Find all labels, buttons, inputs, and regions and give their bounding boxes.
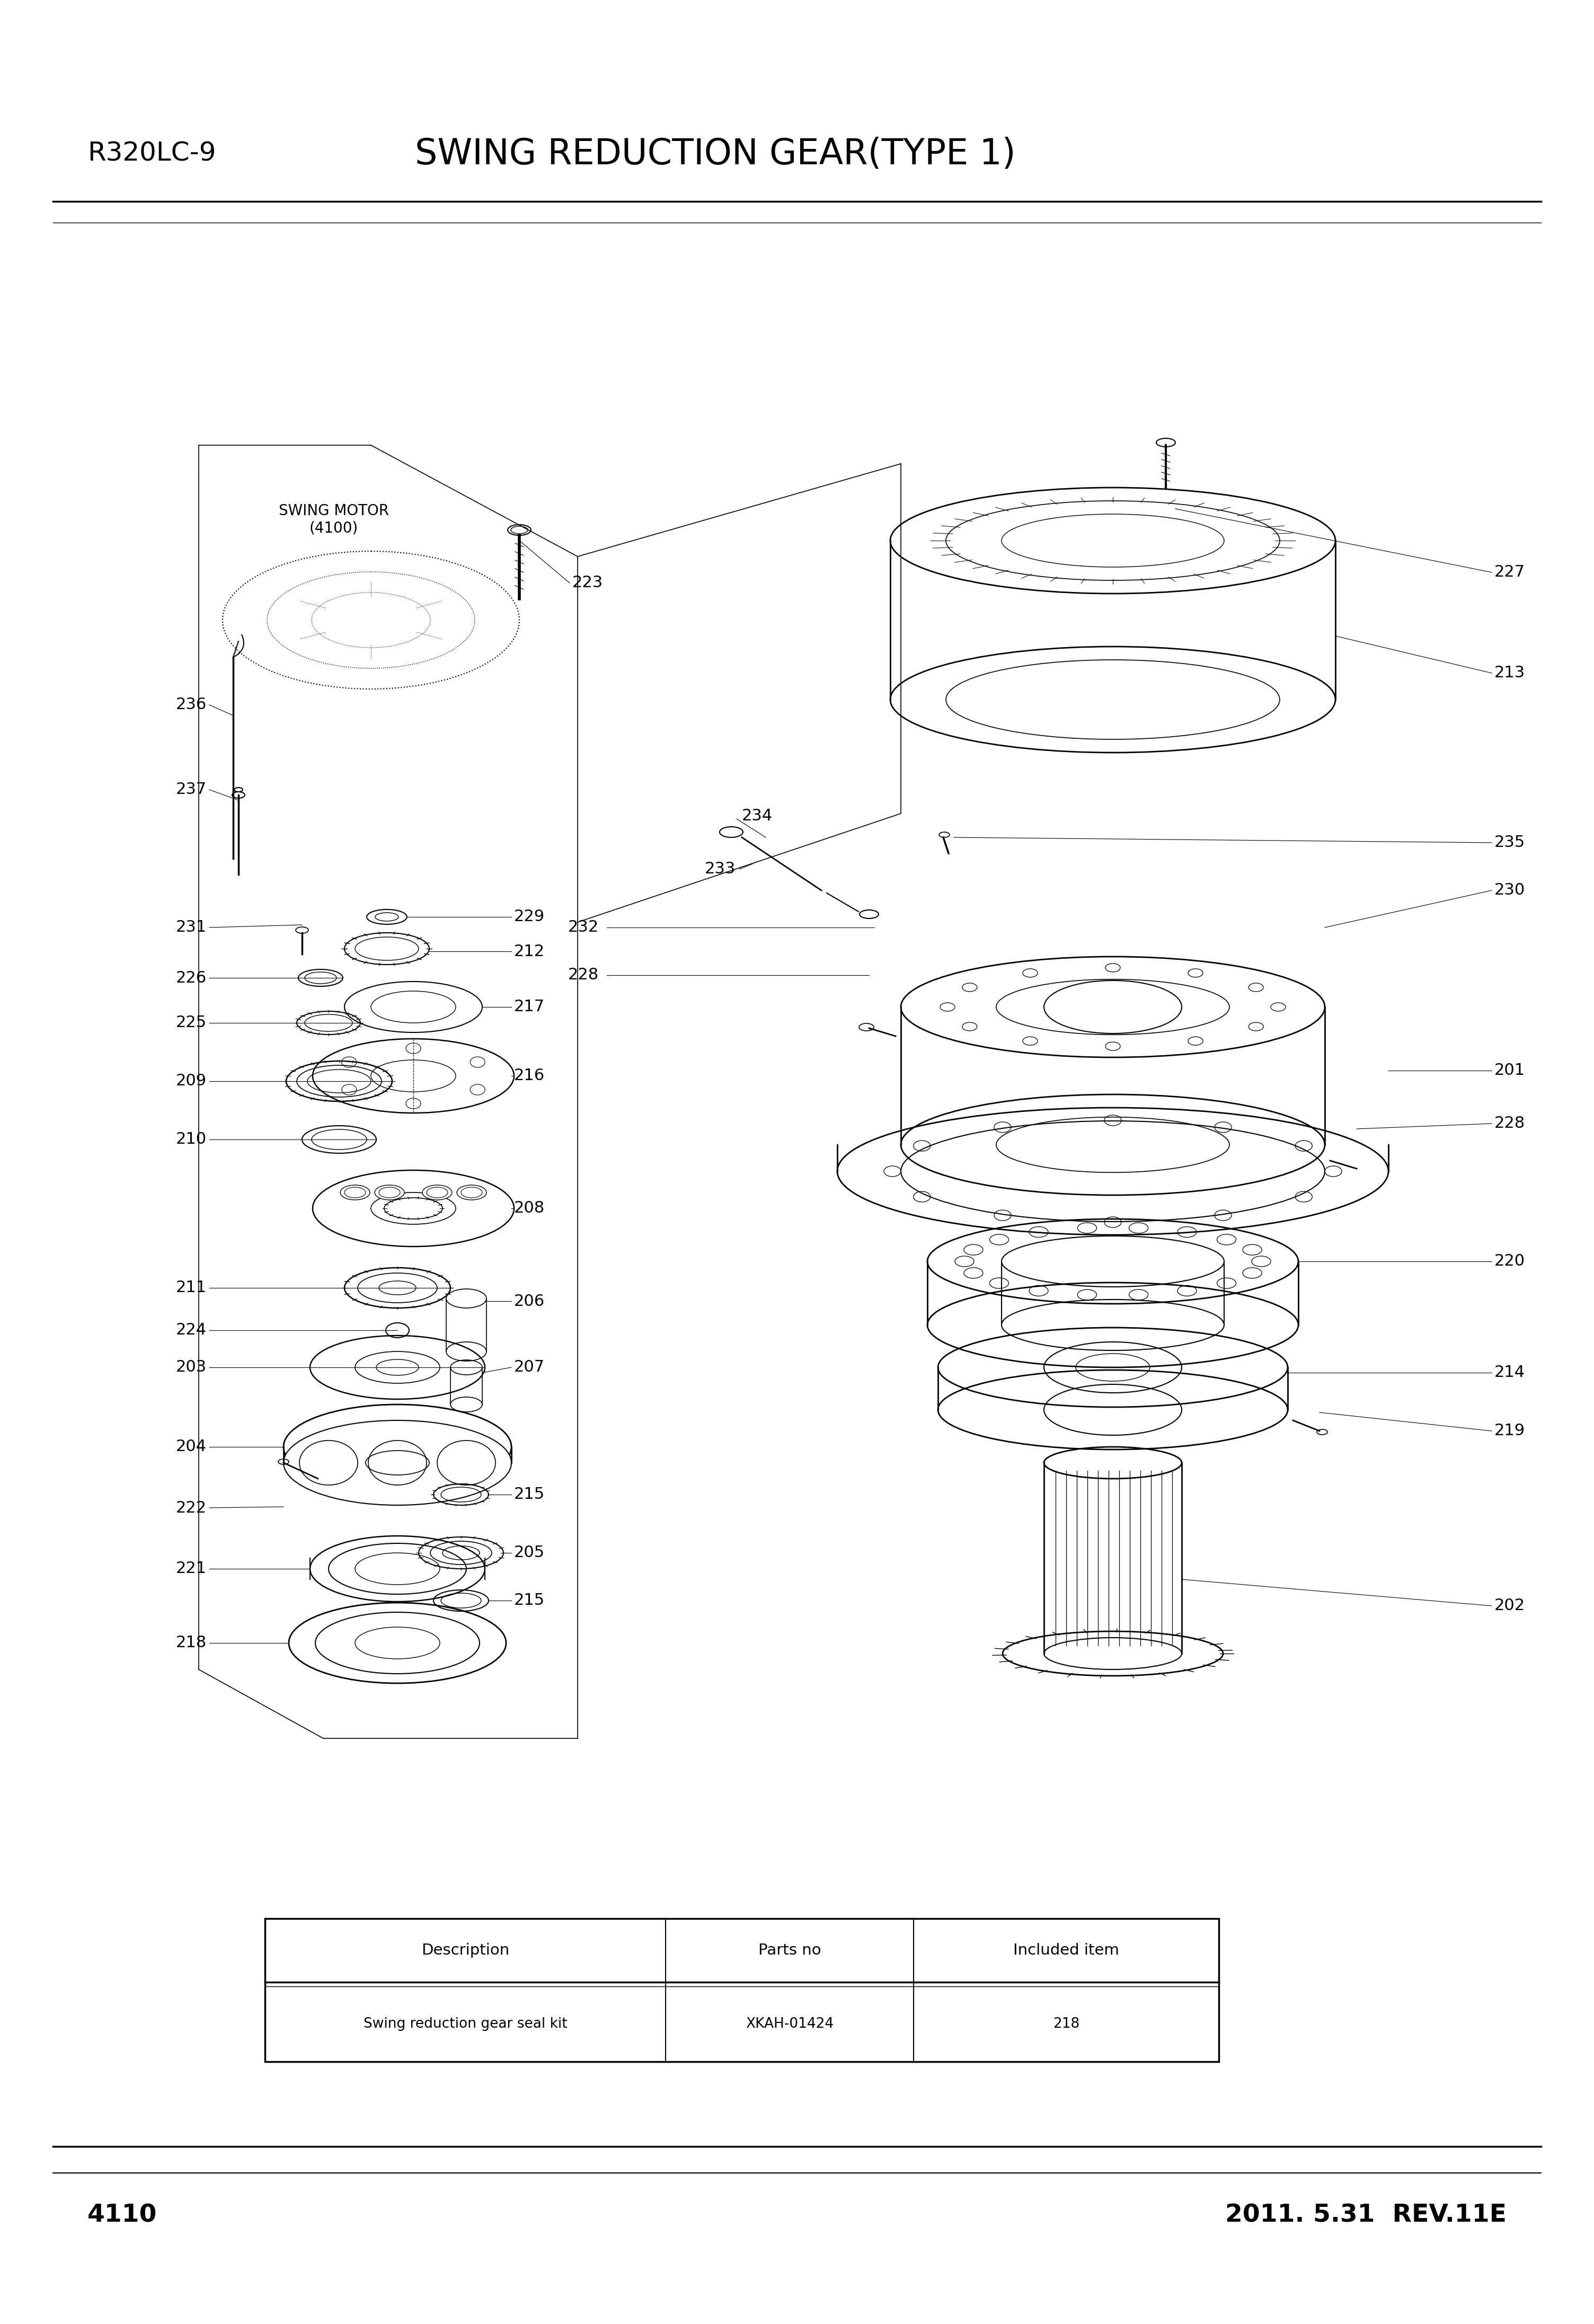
Text: 234: 234 bbox=[741, 809, 773, 825]
Text: Included item: Included item bbox=[1014, 1943, 1119, 1957]
Text: 209: 209 bbox=[175, 1074, 207, 1090]
Text: 217: 217 bbox=[513, 999, 545, 1016]
Text: 215: 215 bbox=[513, 1592, 545, 1608]
Text: 220: 220 bbox=[1495, 1253, 1525, 1269]
Bar bbox=[265, 1920, 1219, 2061]
Text: SWING REDUCTION GEAR(TYPE 1): SWING REDUCTION GEAR(TYPE 1) bbox=[414, 137, 1015, 172]
Text: 233: 233 bbox=[705, 862, 736, 876]
Text: 232: 232 bbox=[567, 920, 599, 934]
Ellipse shape bbox=[457, 1185, 486, 1199]
Text: Description: Description bbox=[421, 1943, 510, 1957]
Text: 201: 201 bbox=[1495, 1062, 1525, 1078]
Text: 205: 205 bbox=[513, 1545, 545, 1559]
Text: 207: 207 bbox=[513, 1360, 545, 1376]
Text: 229: 229 bbox=[513, 909, 545, 925]
Text: 214: 214 bbox=[1495, 1364, 1525, 1380]
Text: 213: 213 bbox=[1495, 665, 1525, 681]
Text: 227: 227 bbox=[1495, 565, 1525, 581]
Text: 204: 204 bbox=[175, 1439, 207, 1455]
Ellipse shape bbox=[375, 1185, 405, 1199]
Text: 215: 215 bbox=[513, 1487, 545, 1501]
Text: 224: 224 bbox=[175, 1322, 207, 1339]
Ellipse shape bbox=[340, 1185, 370, 1199]
Text: 222: 222 bbox=[175, 1499, 207, 1515]
Text: 212: 212 bbox=[513, 944, 545, 960]
Text: 236: 236 bbox=[175, 697, 207, 713]
Text: 218: 218 bbox=[1054, 2017, 1079, 2031]
Text: XKAH-01424: XKAH-01424 bbox=[746, 2017, 834, 2031]
Text: 216: 216 bbox=[513, 1069, 545, 1083]
Text: R320LC-9: R320LC-9 bbox=[88, 142, 215, 167]
Text: 235: 235 bbox=[1495, 834, 1525, 851]
Text: 210: 210 bbox=[175, 1132, 207, 1148]
Text: 218: 218 bbox=[175, 1636, 207, 1650]
Text: 203: 203 bbox=[175, 1360, 207, 1376]
Text: 211: 211 bbox=[175, 1281, 207, 1294]
Text: 2011. 5.31  REV.11E: 2011. 5.31 REV.11E bbox=[1226, 2203, 1506, 2226]
Text: Parts no: Parts no bbox=[759, 1943, 821, 1957]
Text: 226: 226 bbox=[175, 969, 207, 985]
Text: 208: 208 bbox=[513, 1202, 545, 1215]
Ellipse shape bbox=[422, 1185, 453, 1199]
Text: 221: 221 bbox=[175, 1562, 207, 1576]
Text: 206: 206 bbox=[513, 1294, 545, 1308]
Text: 4110: 4110 bbox=[88, 2203, 158, 2226]
Text: SWING MOTOR
(4100): SWING MOTOR (4100) bbox=[279, 504, 389, 535]
Text: 225: 225 bbox=[175, 1016, 207, 1030]
Text: 228: 228 bbox=[567, 967, 599, 983]
Text: 228: 228 bbox=[1495, 1116, 1525, 1132]
Text: 202: 202 bbox=[1495, 1599, 1525, 1613]
Ellipse shape bbox=[386, 1322, 410, 1339]
Text: 230: 230 bbox=[1495, 883, 1525, 897]
Text: 237: 237 bbox=[175, 781, 207, 797]
Text: Swing reduction gear seal kit: Swing reduction gear seal kit bbox=[363, 2017, 567, 2031]
Ellipse shape bbox=[284, 1420, 512, 1506]
Text: 231: 231 bbox=[175, 920, 207, 934]
Text: 219: 219 bbox=[1495, 1422, 1525, 1439]
Text: 223: 223 bbox=[572, 576, 603, 590]
